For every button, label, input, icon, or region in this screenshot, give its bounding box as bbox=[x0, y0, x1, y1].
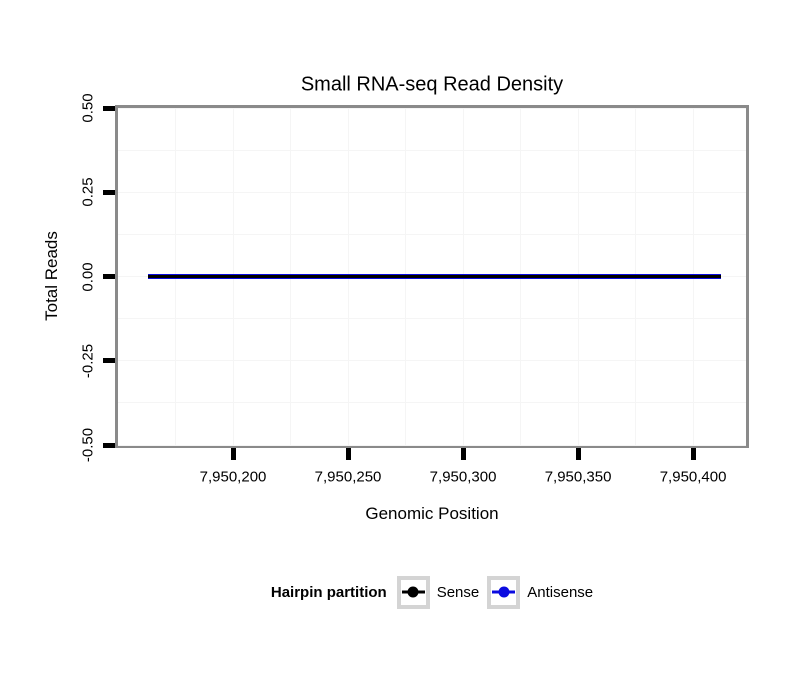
chart-title: Small RNA-seq Read Density bbox=[300, 73, 564, 96]
legend-label: Sense bbox=[436, 583, 480, 601]
legend-entry-antisense: Antisense bbox=[487, 575, 594, 609]
x-tick bbox=[345, 448, 351, 460]
legend-key-antisense bbox=[487, 575, 521, 609]
y-tick-label: -0.25 bbox=[79, 343, 97, 378]
x-tick bbox=[690, 448, 696, 460]
grid-line-horizontal bbox=[118, 318, 746, 320]
y-tick-label: 0.25 bbox=[79, 177, 97, 207]
legend-key-sense bbox=[396, 575, 430, 609]
series-line-sense bbox=[147, 275, 721, 278]
x-tick-label: 7,950,200 bbox=[199, 468, 267, 486]
grid-line-horizontal bbox=[118, 191, 746, 193]
grid-line-horizontal bbox=[118, 107, 746, 109]
legend-label: Antisense bbox=[527, 583, 594, 601]
legend-entries: Sense Antisense bbox=[396, 575, 594, 609]
grid-line-horizontal bbox=[118, 149, 746, 151]
x-tick bbox=[460, 448, 466, 460]
x-tick bbox=[575, 448, 581, 460]
y-tick-label: -0.50 bbox=[79, 427, 97, 463]
legend-entry-sense: Sense bbox=[396, 575, 480, 609]
y-tick-label: 0.50 bbox=[79, 93, 97, 123]
x-axis-title: Genomic Position bbox=[365, 504, 499, 523]
plot-panel bbox=[115, 105, 749, 448]
y-tick bbox=[103, 274, 115, 279]
point-glyph-icon bbox=[407, 586, 419, 598]
y-tick bbox=[103, 358, 115, 364]
point-glyph-icon bbox=[498, 586, 510, 598]
x-tick-label: 7,950,300 bbox=[429, 468, 497, 486]
x-tick-label: 7,950,350 bbox=[544, 468, 612, 486]
grid-line-horizontal bbox=[118, 444, 746, 446]
x-tick-label: 7,950,250 bbox=[314, 468, 382, 486]
y-tick bbox=[103, 442, 115, 448]
y-axis-title: Total Reads bbox=[42, 231, 61, 321]
legend-title: Hairpin partition bbox=[270, 583, 387, 601]
y-tick bbox=[103, 189, 115, 195]
x-tick-label: 7,950,400 bbox=[659, 468, 727, 486]
legend: Hairpin partition Sense Antisense bbox=[115, 572, 749, 612]
grid-line-horizontal bbox=[118, 360, 746, 362]
x-tick bbox=[230, 448, 236, 460]
y-tick bbox=[103, 105, 115, 111]
grid-line-horizontal bbox=[118, 233, 746, 235]
y-tick-label: 0.00 bbox=[79, 261, 97, 292]
grid-line-horizontal bbox=[118, 402, 746, 404]
